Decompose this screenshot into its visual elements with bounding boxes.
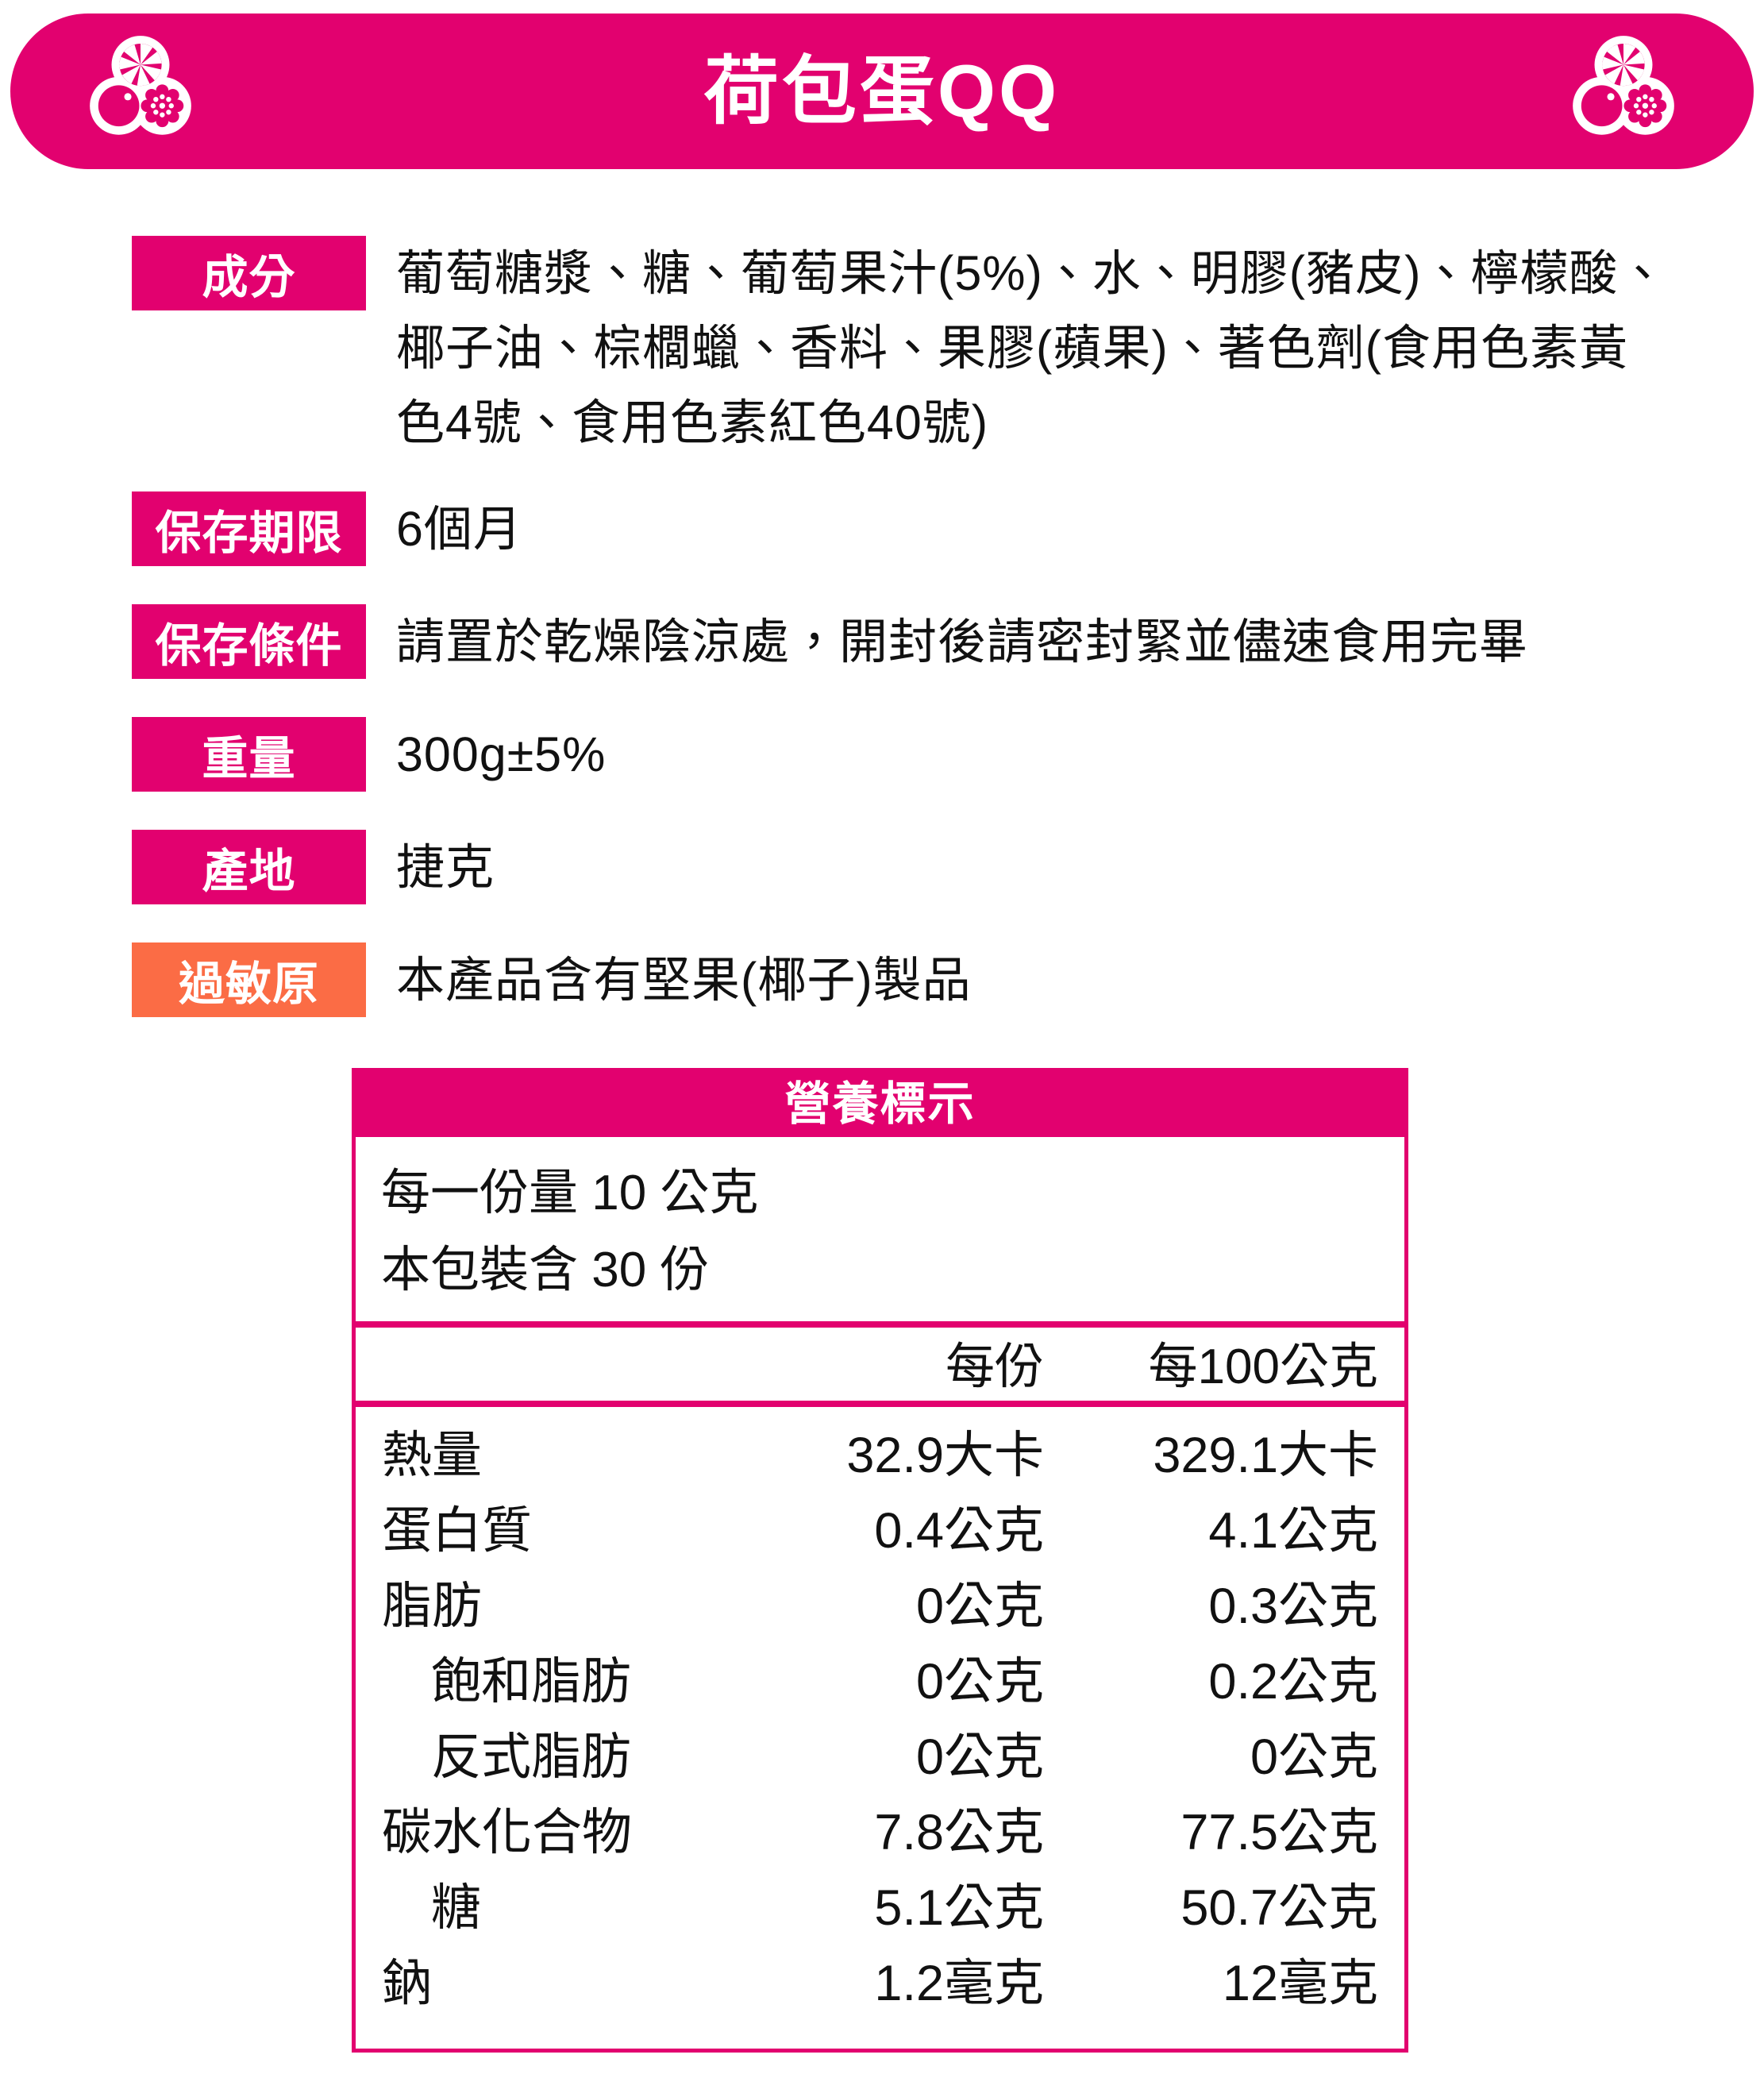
column-header-per-serving: 每份 <box>945 1340 1044 1394</box>
info-value-shelf-life: 6個月 <box>396 502 522 556</box>
header-banner: 荷包蛋QQ <box>10 13 1754 169</box>
candy-cluster-icon <box>1573 36 1674 135</box>
product-title: 荷包蛋QQ <box>703 49 1061 133</box>
nutrition-row-protein: 蛋白質 0.4公克 4.1公克 <box>382 1503 1378 1559</box>
info-label-shelf-life: 保存期限 <box>132 491 366 566</box>
info-value-allergen: 本產品含有堅果(椰子)製品 <box>396 953 972 1007</box>
nutrition-row-calories: 熱量 32.9大卡 329.1大卡 <box>382 1428 1378 1483</box>
info-label-storage: 保存條件 <box>132 604 366 679</box>
nutrition-rows: 熱量 32.9大卡 329.1大卡 蛋白質 0.4公克 4.1公克 脂肪 0公克… <box>356 1407 1404 2049</box>
info-value-storage: 請置於乾燥陰涼處，開封後請密封緊並儘速食用完畢 <box>396 615 1529 669</box>
info-label-origin: 產地 <box>132 830 366 904</box>
info-row-origin: 產地 捷克 <box>132 830 1671 904</box>
nutrition-row-sodium: 鈉 1.2毫克 12毫克 <box>382 1956 1378 2011</box>
info-label-ingredients: 成分 <box>132 236 366 310</box>
nutrition-title: 營養標示 <box>356 1072 1404 1137</box>
serving-size-line: 每一份量 10 公克 <box>381 1166 759 1220</box>
servings-per-pack-line: 本包裝含 30 份 <box>381 1243 710 1297</box>
info-row-allergen: 過敏原 本產品含有堅果(椰子)製品 <box>132 942 1671 1017</box>
info-value-weight: 300g±5% <box>396 727 607 781</box>
nutrition-row-saturated-fat: 飽和脂肪 0公克 0.2公克 <box>431 1654 1378 1710</box>
nutrition-table: 營養標示 每一份量 10 公克 本包裝含 30 份 每份 每100公克 熱量 3… <box>352 1068 1408 2053</box>
column-header-spacer <box>382 1328 779 1407</box>
column-header-per-100g: 每100公克 <box>1148 1340 1378 1394</box>
info-value-ingredients: 葡萄糖漿、糖、葡萄果汁(5%)、水、明膠(豬皮)、檸檬酸、椰子油、棕櫚蠟、香料、… <box>396 246 1668 449</box>
product-info-list: 成分 葡萄糖漿、糖、葡萄果汁(5%)、水、明膠(豬皮)、檸檬酸、椰子油、棕櫚蠟、… <box>132 236 1671 1017</box>
info-row-shelf-life: 保存期限 6個月 <box>132 491 1671 566</box>
nutrition-serving-info: 每一份量 10 公克 本包裝含 30 份 <box>356 1137 1404 1328</box>
nutrition-column-headers: 每份 每100公克 <box>356 1328 1404 1407</box>
info-row-storage: 保存條件 請置於乾燥陰涼處，開封後請密封緊並儘速食用完畢 <box>132 604 1671 679</box>
info-row-ingredients: 成分 葡萄糖漿、糖、葡萄果汁(5%)、水、明膠(豬皮)、檸檬酸、椰子油、棕櫚蠟、… <box>132 236 1671 460</box>
nutrition-row-fat: 脂肪 0公克 0.3公克 <box>382 1579 1378 1634</box>
product-info-page: 荷包蛋QQ 成分 葡萄糖漿、糖、葡萄果汁(5%)、水、明膠(豬皮)、檸檬酸、椰子… <box>0 13 1764 2097</box>
info-label-allergen: 過敏原 <box>132 942 366 1017</box>
candy-cluster-icon <box>90 36 191 135</box>
info-row-weight: 重量 300g±5% <box>132 717 1671 792</box>
nutrition-row-sugar: 糖 5.1公克 50.7公克 <box>431 1880 1378 1936</box>
nutrition-row-carbohydrate: 碳水化合物 7.8公克 77.5公克 <box>382 1805 1378 1860</box>
info-value-origin: 捷克 <box>396 840 495 894</box>
nutrition-row-trans-fat: 反式脂肪 0公克 0公克 <box>431 1729 1378 1785</box>
info-label-weight: 重量 <box>132 717 366 792</box>
